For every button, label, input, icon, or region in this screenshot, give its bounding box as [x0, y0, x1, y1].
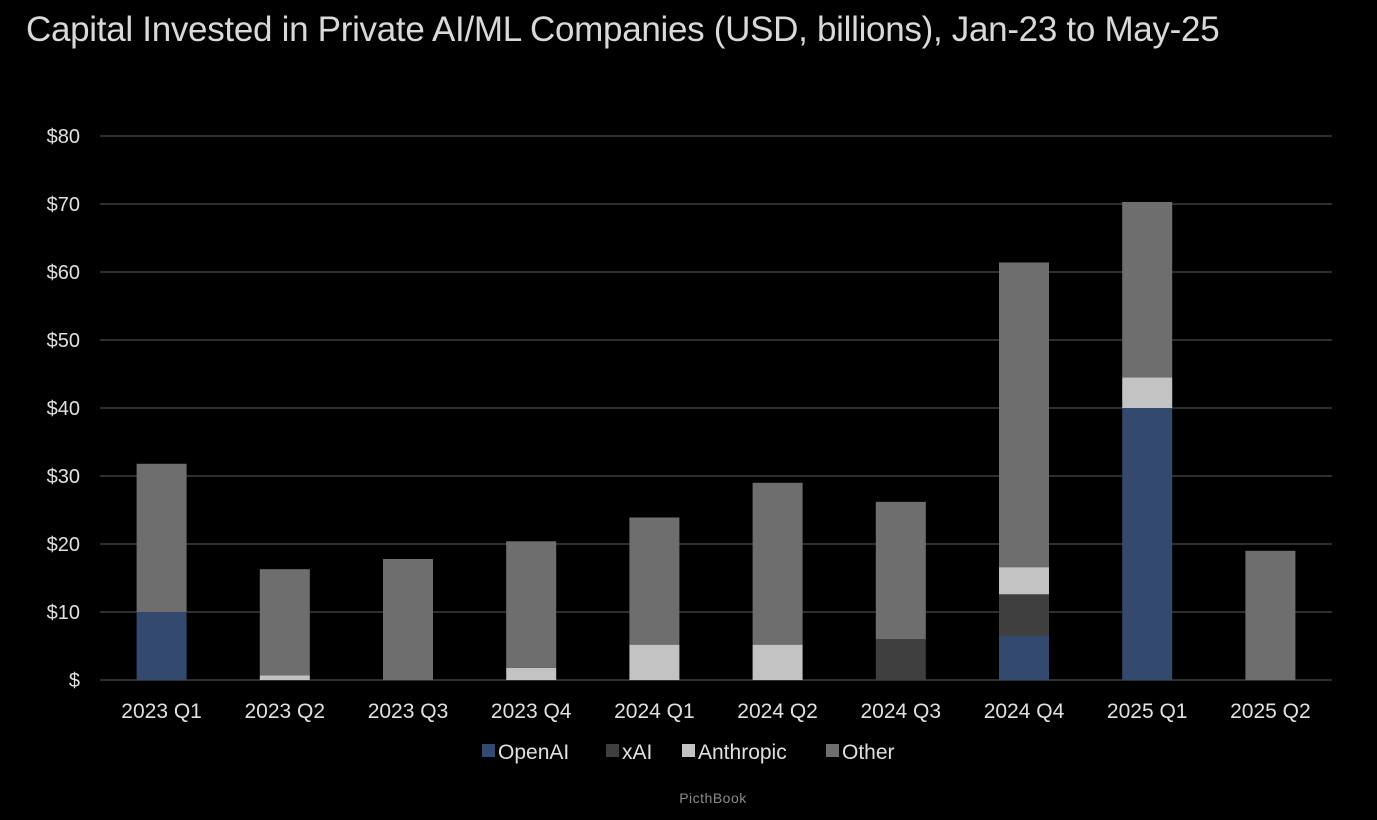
- legend: OpenAI xAI Anthropic Other: [482, 741, 895, 764]
- x-tick-label: 2025 Q2: [1230, 700, 1311, 723]
- y-tick-label: $50: [47, 330, 80, 352]
- legend-label-other: Other: [842, 741, 895, 764]
- y-tick-label: $40: [47, 398, 80, 420]
- bar-segment-other: [875, 501, 926, 640]
- legend-label-xai: xAI: [622, 741, 652, 764]
- bar-segment-other: [506, 541, 557, 668]
- x-tick-label: 2024 Q1: [614, 700, 695, 723]
- bar-segment-xai: [875, 639, 926, 680]
- x-tick-label: 2023 Q2: [245, 700, 326, 723]
- y-tick-label: $30: [47, 466, 80, 488]
- bar-segment-anthropic: [1122, 377, 1173, 408]
- bar-segment-other: [136, 463, 187, 612]
- bar-segment-other: [752, 482, 803, 645]
- bar-segment-other: [1122, 201, 1173, 378]
- x-axis-tick-labels: 2023 Q1 2023 Q2 2023 Q3 2023 Q4 2024 Q1 2024 …: [121, 700, 1310, 723]
- y-tick-label: $80: [47, 126, 80, 148]
- bar-segment-anthropic: [752, 644, 803, 680]
- legend-swatch-xai: [606, 744, 619, 757]
- y-tick-label: $10: [47, 602, 80, 624]
- x-tick-label: 2023 Q3: [368, 700, 449, 723]
- bar-segment-anthropic: [629, 644, 680, 680]
- legend-swatch-other: [826, 744, 839, 757]
- bar-segment-other: [1245, 550, 1296, 680]
- x-tick-label: 2024 Q3: [861, 700, 942, 723]
- bars: [136, 201, 1296, 680]
- legend-swatch-openai: [482, 744, 495, 757]
- bar-segment-openai: [136, 612, 187, 680]
- bar-segment-openai: [1122, 408, 1173, 680]
- x-tick-label: 2024 Q4: [984, 700, 1065, 723]
- bar-segment-xai: [999, 594, 1049, 636]
- bar-segment-other: [629, 517, 680, 645]
- y-tick-label: $60: [47, 262, 80, 284]
- y-tick-label: $: [69, 670, 80, 692]
- bar-segment-openai: [999, 635, 1049, 680]
- x-tick-label: 2024 Q2: [737, 700, 818, 723]
- y-tick-label: $70: [47, 194, 80, 216]
- x-tick-label: 2023 Q1: [121, 700, 202, 723]
- x-tick-label: 2025 Q1: [1107, 700, 1188, 723]
- x-tick-label: 2023 Q4: [491, 700, 572, 723]
- bar-segment-other: [383, 558, 433, 680]
- bar-segment-anthropic: [259, 675, 310, 680]
- source-credit: PicthBook: [679, 790, 747, 806]
- bar-segment-other: [999, 262, 1049, 568]
- y-tick-label: $20: [47, 534, 80, 556]
- bar-segment-anthropic: [999, 567, 1049, 595]
- legend-label-openai: OpenAI: [498, 741, 569, 764]
- bar-segment-other: [259, 569, 310, 676]
- legend-swatch-anthropic: [682, 744, 695, 757]
- bar-segment-anthropic: [506, 667, 557, 680]
- chart-title: Capital Invested in Private AI/ML Compan…: [26, 10, 1220, 49]
- y-axis-tick-labels: $ $10 $20 $30 $40 $50 $60 $70 $80: [47, 126, 80, 692]
- legend-label-anthropic: Anthropic: [698, 741, 787, 764]
